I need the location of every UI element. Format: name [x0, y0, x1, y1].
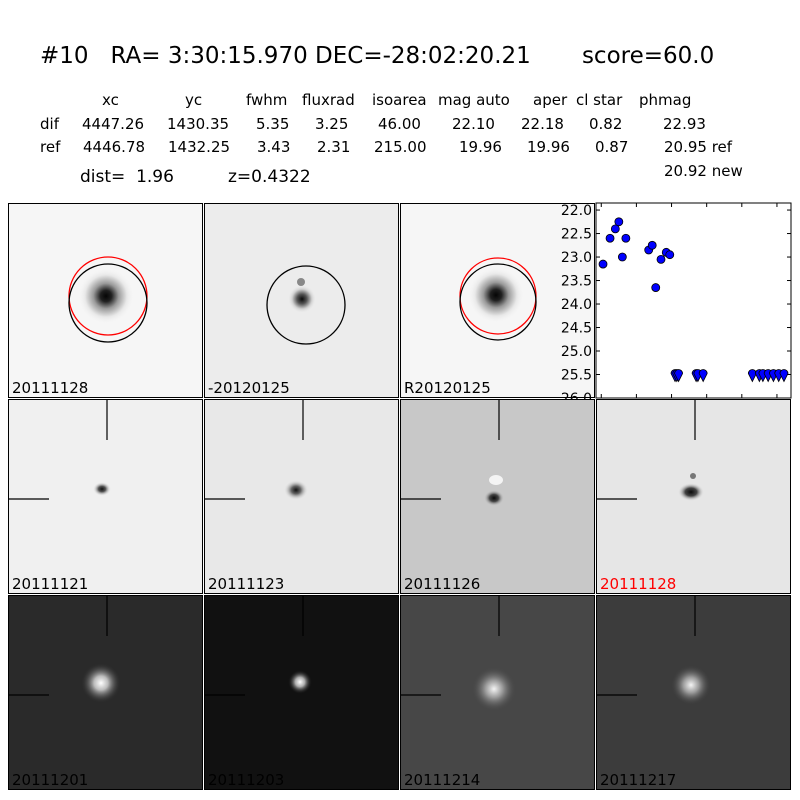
stamp-epoch-5: 20111201	[8, 595, 203, 790]
stamp-epoch-3: 20111126	[400, 399, 595, 594]
detection-point	[647, 240, 657, 250]
stamp-difference: -20120125	[204, 203, 399, 398]
cell: 4446.78	[83, 138, 146, 156]
upper-limit-point	[674, 369, 683, 383]
cell: 215.00	[374, 138, 427, 156]
col-fwhm: fwhm	[246, 91, 288, 109]
stamp-label: 20111123	[208, 575, 285, 593]
y-tick-label: 23.5	[561, 274, 592, 290]
detection-point	[610, 224, 620, 234]
detection-point	[621, 233, 631, 243]
y-tick-label: 25.0	[561, 344, 592, 360]
cell: 5.35	[256, 115, 290, 133]
stamp-epoch-4: 20111128	[596, 399, 791, 594]
col-fluxrad: fluxrad	[302, 91, 355, 109]
col-isoarea: isoarea	[372, 91, 427, 109]
row-label: dif	[40, 115, 59, 133]
cell: 20.95 ref	[664, 138, 733, 156]
light-curve-svg: 22.022.523.023.524.024.525.025.526.00204…	[561, 202, 792, 417]
cell: 4447.26	[82, 115, 145, 133]
col-yc: yc	[185, 91, 203, 109]
stamp-label: 20111214	[404, 771, 481, 789]
cell: 3.25	[315, 115, 349, 133]
y-tick-label: 25.5	[561, 368, 592, 384]
cell: 19.96	[527, 138, 570, 156]
stamp-ref-r: R20120125	[400, 203, 595, 398]
stamp-epoch-7: 20111214	[400, 595, 595, 790]
stamp-epoch-6: 20111203	[204, 595, 399, 790]
stamp-epoch-8: 20111217	[596, 595, 791, 790]
col-aper: aper	[533, 91, 568, 109]
stamp-epoch-2: 20111123	[204, 399, 399, 594]
stamp-label: 20111126	[404, 575, 481, 593]
detection-point	[617, 252, 627, 262]
y-tick-label: 24.0	[561, 297, 592, 313]
upper-limit-point	[698, 369, 708, 383]
detection-point	[651, 283, 661, 292]
cell: 19.96	[459, 138, 502, 156]
cell: 22.93	[663, 115, 706, 133]
cell: 0.82	[589, 115, 623, 133]
dif-circle	[68, 263, 148, 343]
stamp-label: 20111121	[12, 575, 89, 593]
candidate-title: #10 RA= 3:30:15.970 DEC=-28:02:20.21 sco…	[40, 43, 715, 69]
cell: 2.31	[317, 138, 351, 156]
stamp-epoch-1: 20111121	[8, 399, 203, 594]
plot-frame	[595, 202, 792, 399]
stamp-label-highlight: 20111128	[600, 575, 677, 593]
cell: 1432.25	[168, 138, 231, 156]
stamp-label: 20111128	[12, 379, 89, 397]
detection-point	[614, 217, 624, 227]
detection-point	[656, 254, 666, 264]
cell: 1430.35	[167, 115, 230, 133]
cell: 22.18	[521, 115, 564, 133]
col-mag-auto: mag auto	[438, 91, 510, 109]
stamp-label: 20111217	[600, 771, 677, 789]
y-tick-label: 22.0	[561, 203, 592, 219]
stamp-label: 20111201	[12, 771, 89, 789]
dist-label: dist= 1.96	[80, 167, 174, 187]
detection-point	[665, 250, 675, 260]
col-cl-star: cl star	[576, 91, 623, 109]
y-tick-label: 24.5	[561, 321, 592, 337]
cell: 3.43	[257, 138, 291, 156]
light-curve-chart: 22.022.523.023.524.024.525.025.526.00204…	[561, 202, 792, 417]
detection-point	[605, 233, 615, 243]
redshift-label: z=0.4322	[228, 167, 311, 187]
stamp-label: R20120125	[404, 379, 491, 397]
cell: 22.10	[452, 115, 495, 133]
stamp-label: 20111203	[208, 771, 285, 789]
col-phmag: phmag	[639, 91, 692, 109]
row-label: ref	[40, 138, 61, 156]
detection-point	[598, 259, 608, 269]
y-tick-label: 22.5	[561, 227, 592, 243]
col-xc: xc	[102, 91, 119, 109]
stamp-ref-with-circles: 20111128	[8, 203, 203, 398]
phmag-new: 20.92 new	[664, 162, 743, 180]
y-tick-label: 23.0	[561, 250, 592, 266]
stamp-label: -20120125	[208, 379, 290, 397]
cell: 46.00	[378, 115, 421, 133]
cell: 0.87	[595, 138, 629, 156]
upper-limit-point	[779, 369, 789, 383]
